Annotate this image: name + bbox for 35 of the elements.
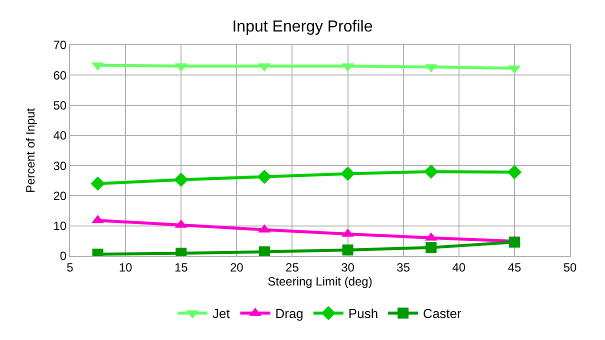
x-tick-label: 40 bbox=[452, 260, 466, 274]
point bbox=[424, 164, 438, 179]
point bbox=[174, 172, 188, 187]
point bbox=[258, 246, 270, 256]
legend-label: Drag bbox=[275, 306, 304, 322]
x-tick-label: 25 bbox=[286, 260, 300, 274]
y-tick-label: 20 bbox=[53, 188, 67, 203]
x-axis-title: Steering Limit (deg) bbox=[268, 274, 372, 288]
y-tick-label: 10 bbox=[53, 219, 67, 234]
x-tick-label: 20 bbox=[230, 260, 244, 274]
legend-label: Push bbox=[348, 306, 378, 322]
point bbox=[508, 236, 520, 248]
y-tick-label: 0 bbox=[60, 249, 67, 264]
point bbox=[507, 165, 522, 180]
y-tick-label: 50 bbox=[53, 98, 67, 112]
chart-title: Input Energy Profile bbox=[232, 18, 373, 36]
x-tick-label: 10 bbox=[118, 260, 133, 274]
x-tick-label: 30 bbox=[341, 260, 355, 274]
y-tick-label: 40 bbox=[53, 128, 67, 143]
y-tick-label: 70 bbox=[53, 38, 67, 52]
y-tick-label: 30 bbox=[53, 158, 67, 173]
legend-label: Caster bbox=[423, 306, 462, 322]
legend-label: Jet bbox=[212, 306, 230, 322]
y-tick-label: 60 bbox=[53, 68, 67, 82]
point bbox=[90, 176, 105, 191]
x-tick-label: 45 bbox=[508, 260, 522, 274]
y-axis-title: Percent of Input bbox=[24, 107, 38, 193]
point bbox=[257, 170, 272, 184]
point bbox=[426, 242, 437, 254]
x-tick-label: 15 bbox=[174, 260, 188, 274]
x-tick-label: 50 bbox=[563, 260, 577, 274]
point bbox=[340, 166, 355, 181]
point bbox=[342, 244, 354, 256]
x-tick-label: 35 bbox=[396, 260, 410, 274]
x-tick-label: 5 bbox=[66, 260, 74, 274]
